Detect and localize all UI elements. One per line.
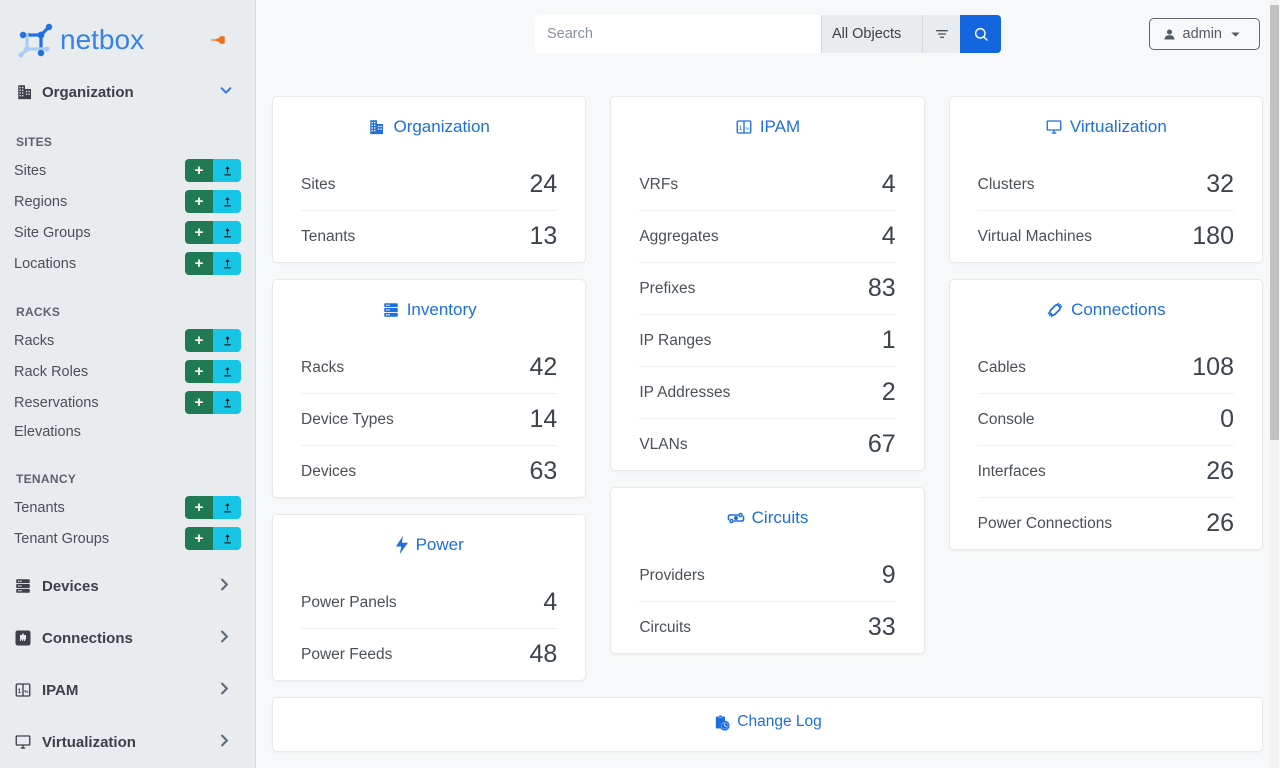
svg-text:%: % (745, 126, 750, 132)
svg-text:1: 1 (738, 125, 742, 132)
svg-text:1: 1 (18, 688, 22, 695)
svg-text:%: % (24, 689, 29, 695)
